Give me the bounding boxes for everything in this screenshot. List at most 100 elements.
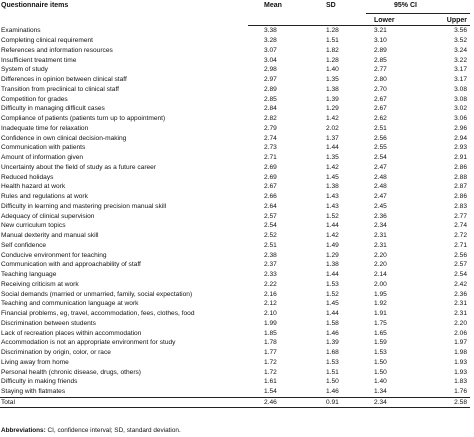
footnote-label: Abbreviations: — [1, 427, 46, 434]
questionnaire-table: Questionnaire items Mean SD 95% CI Lower… — [0, 1, 470, 409]
footnote-text: CI, confidence interval; SD, standard de… — [45, 427, 181, 434]
row-mean: 2.85 — [264, 95, 277, 103]
row-mean: 2.16 — [264, 290, 277, 298]
row-sd: 1.29 — [326, 105, 339, 113]
row-item: Health hazard at work — [1, 183, 66, 191]
row-ci-upper: 3.08 — [454, 85, 467, 93]
row-sd: 1.42 — [326, 232, 339, 240]
row-mean: 1.85 — [264, 329, 277, 337]
row-item: Teaching and communication language at w… — [1, 300, 139, 308]
row-ci-upper: 3.24 — [454, 46, 467, 54]
table-row: Confidence in own clinical decision-maki… — [0, 133, 470, 143]
table-row: Discrimination between students 1.99 1.58 1… — [0, 319, 470, 329]
row-ci-lower: 2.36 — [374, 212, 387, 220]
row-mean: 2.51 — [264, 241, 277, 249]
row-item: Accommodation is not an appropriate envi… — [1, 339, 176, 347]
total-row: Total 2.46 0.91 2.34 2.58 — [0, 396, 470, 409]
table-row: Communication with patients 2.73 1.44 2.55 2… — [0, 143, 470, 153]
row-sd: 1.44 — [326, 222, 339, 230]
table-row: Financial problems, eg, travel, accommod… — [0, 309, 470, 319]
row-ci-upper: 2.36 — [454, 290, 467, 298]
row-ci-upper: 2.31 — [454, 310, 467, 318]
table-row: Differences in opinion between clinical … — [0, 75, 470, 85]
row-ci-lower: 2.54 — [374, 154, 387, 162]
row-mean: 2.73 — [264, 144, 277, 152]
row-ci-lower: 2.89 — [374, 46, 387, 54]
row-ci-upper: 2.91 — [454, 154, 467, 162]
row-mean: 2.67 — [264, 183, 277, 191]
row-ci-lower: 1.50 — [374, 368, 387, 376]
row-sd: 1.39 — [326, 339, 339, 347]
row-mean: 3.07 — [264, 46, 277, 54]
row-item: Confidence in own clinical decision-maki… — [1, 134, 127, 142]
row-ci-upper: 3.56 — [454, 27, 467, 35]
row-item: Competition for grades — [1, 95, 68, 103]
row-item: Uncertainty about the field of study as … — [1, 163, 157, 171]
row-mean: 1.72 — [264, 368, 277, 376]
row-item: Communication with patients — [1, 144, 86, 152]
row-mean: 2.79 — [264, 124, 277, 132]
table-row: Conducive environment for teaching 2.38 1.… — [0, 250, 470, 260]
row-ci-upper: 2.72 — [454, 232, 467, 240]
row-item: Self confidence — [1, 241, 47, 249]
header-mean-spacer — [248, 13, 308, 26]
table-row: Manual dexterity and manual skill 2.52 1.4… — [0, 231, 470, 241]
row-sd: 1.45 — [326, 300, 339, 308]
row-item: Difficulty in making friends — [1, 378, 78, 386]
row-item: New curriculum topics — [1, 222, 66, 230]
row-ci-upper: 2.83 — [454, 202, 467, 210]
row-sd: 1.38 — [326, 85, 339, 93]
row-mean: 2.82 — [264, 115, 277, 123]
table-row: New curriculum topics 2.54 1.44 2.34 2.74 — [0, 221, 470, 231]
row-mean: 2.64 — [264, 202, 277, 210]
row-ci-lower: 2.47 — [374, 193, 387, 201]
row-sd: 2.02 — [326, 124, 339, 132]
row-mean: 2.38 — [264, 251, 277, 259]
row-sd: 1.53 — [326, 358, 339, 366]
row-sd: 1.40 — [326, 66, 339, 74]
row-mean: 2.12 — [264, 300, 277, 308]
row-sd: 1.46 — [326, 329, 339, 337]
row-ci-lower: 2.00 — [374, 280, 387, 288]
row-item: Living away from home — [1, 358, 69, 366]
row-item: Reduced holidays — [1, 173, 54, 181]
row-ci-lower: 2.31 — [374, 232, 387, 240]
row-ci-upper: 2.42 — [454, 280, 467, 288]
row-item: Differences in opinion between clinical … — [1, 76, 127, 84]
row-ci-upper: 1.98 — [454, 349, 467, 357]
row-sd: 1.68 — [326, 349, 339, 357]
table-row: References and information resources 3.07… — [0, 46, 470, 56]
row-ci-lower: 1.40 — [374, 378, 387, 386]
row-ci-upper: 2.87 — [454, 183, 467, 191]
row-item: Examinations — [1, 27, 41, 35]
row-ci-upper: 3.17 — [454, 76, 467, 84]
row-ci-upper: 3.02 — [454, 105, 467, 113]
row-mean: 2.97 — [264, 76, 277, 84]
row-item: Receiving criticism at work — [1, 280, 79, 288]
row-item: Communication with and approachability o… — [1, 261, 141, 269]
row-sd: 1.58 — [326, 319, 339, 327]
row-mean: 1.99 — [264, 319, 277, 327]
row-ci-lower: 2.56 — [374, 134, 387, 142]
row-sd: 1.51 — [326, 368, 339, 376]
row-item: Lack of recreation places within accommo… — [1, 329, 142, 337]
row-ci-upper: 2.94 — [454, 134, 467, 142]
total-ci-upper: 2.58 — [420, 396, 470, 409]
row-sd: 1.45 — [326, 173, 339, 181]
row-ci-upper: 2.88 — [454, 173, 467, 181]
row-sd: 1.38 — [326, 183, 339, 191]
row-ci-upper: 2.06 — [454, 329, 467, 337]
table-row: Reduced holidays 2.69 1.45 2.48 2.88 — [0, 172, 470, 182]
row-ci-lower: 2.85 — [374, 56, 387, 64]
row-item: System of study — [1, 66, 48, 74]
row-sd: 1.37 — [326, 134, 339, 142]
row-item: Completing clinical requirement — [1, 37, 93, 45]
header-upper: Upper — [420, 13, 470, 26]
table-row: Difficulty in learning and mastering pre… — [0, 202, 470, 212]
row-ci-lower: 2.67 — [374, 95, 387, 103]
row-ci-lower: 2.31 — [374, 241, 387, 249]
row-mean: 2.69 — [264, 163, 277, 171]
row-ci-upper: 3.52 — [454, 37, 467, 45]
row-mean: 2.69 — [264, 173, 277, 181]
